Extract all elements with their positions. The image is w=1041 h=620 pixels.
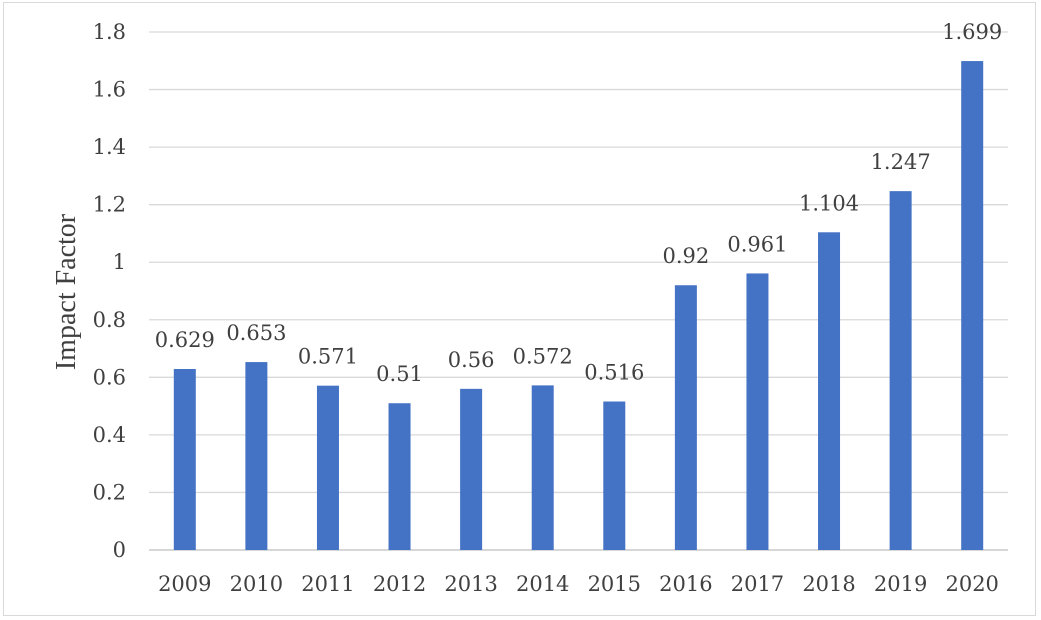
data-labels: 0.629 0.653 0.571 0.51 0.56 0.572 0.516 0.92 0.9… bbox=[155, 20, 1003, 386]
data-label-2016: 0.92 bbox=[662, 244, 709, 268]
x-axis-ticks: 2009 2010 2011 2012 2013 2014 2015 2016 2017 2018… bbox=[158, 572, 999, 596]
bar-2016 bbox=[674, 285, 697, 550]
bar-2015 bbox=[603, 401, 626, 550]
bar-2020 bbox=[961, 61, 984, 551]
data-label-2013: 0.56 bbox=[448, 348, 495, 372]
data-label-2015: 0.516 bbox=[584, 361, 644, 385]
bar-2009 bbox=[173, 368, 196, 550]
data-label-2018: 1.104 bbox=[799, 191, 859, 215]
x-tick-label: 2017 bbox=[731, 572, 784, 596]
bar-2012 bbox=[388, 403, 411, 550]
x-tick-label: 2013 bbox=[444, 572, 497, 596]
data-label-2017: 0.961 bbox=[727, 232, 787, 256]
bar-2017 bbox=[746, 273, 769, 550]
x-tick-label: 2015 bbox=[588, 572, 641, 596]
y-axis-ticks: 0 0.2 0.4 0.6 0.8 1 1.2 1.4 1.6 1.8 bbox=[93, 20, 126, 562]
y-tick-label: 0.6 bbox=[93, 365, 126, 389]
bar-2014 bbox=[531, 385, 554, 550]
data-label-2020: 1.699 bbox=[942, 20, 1002, 44]
x-tick-label: 2020 bbox=[945, 572, 998, 596]
x-tick-label: 2010 bbox=[230, 572, 283, 596]
data-label-2019: 1.247 bbox=[871, 150, 931, 174]
data-label-2009: 0.629 bbox=[155, 328, 215, 352]
x-tick-label: 2011 bbox=[301, 572, 354, 596]
y-tick-label: 1.4 bbox=[93, 135, 126, 159]
y-tick-label: 0.8 bbox=[93, 308, 126, 332]
data-label-2011: 0.571 bbox=[298, 345, 358, 369]
data-label-2012: 0.51 bbox=[376, 362, 423, 386]
y-tick-label: 1.6 bbox=[93, 78, 126, 102]
gridlines bbox=[149, 31, 1008, 551]
bar-2010 bbox=[245, 362, 268, 550]
bar-2013 bbox=[460, 388, 483, 550]
y-axis-label: Impact Factor bbox=[51, 213, 82, 370]
x-tick-label: 2009 bbox=[158, 572, 211, 596]
y-tick-label: 1 bbox=[113, 250, 126, 274]
x-tick-label: 2018 bbox=[802, 572, 855, 596]
y-tick-label: 0 bbox=[113, 538, 126, 562]
x-tick-label: 2016 bbox=[659, 572, 712, 596]
y-tick-label: 1.2 bbox=[93, 193, 126, 217]
data-label-2010: 0.653 bbox=[226, 321, 286, 345]
bar-2018 bbox=[818, 232, 841, 550]
y-tick-label: 0.2 bbox=[93, 480, 126, 504]
x-tick-label: 2019 bbox=[874, 572, 927, 596]
x-tick-label: 2012 bbox=[373, 572, 426, 596]
bar-2011 bbox=[316, 385, 339, 550]
bars bbox=[173, 61, 984, 551]
x-tick-label: 2014 bbox=[516, 572, 569, 596]
bar-2019 bbox=[889, 191, 912, 550]
y-tick-label: 0.4 bbox=[93, 423, 126, 447]
data-label-2014: 0.572 bbox=[513, 344, 573, 368]
y-tick-label: 1.8 bbox=[93, 20, 126, 44]
